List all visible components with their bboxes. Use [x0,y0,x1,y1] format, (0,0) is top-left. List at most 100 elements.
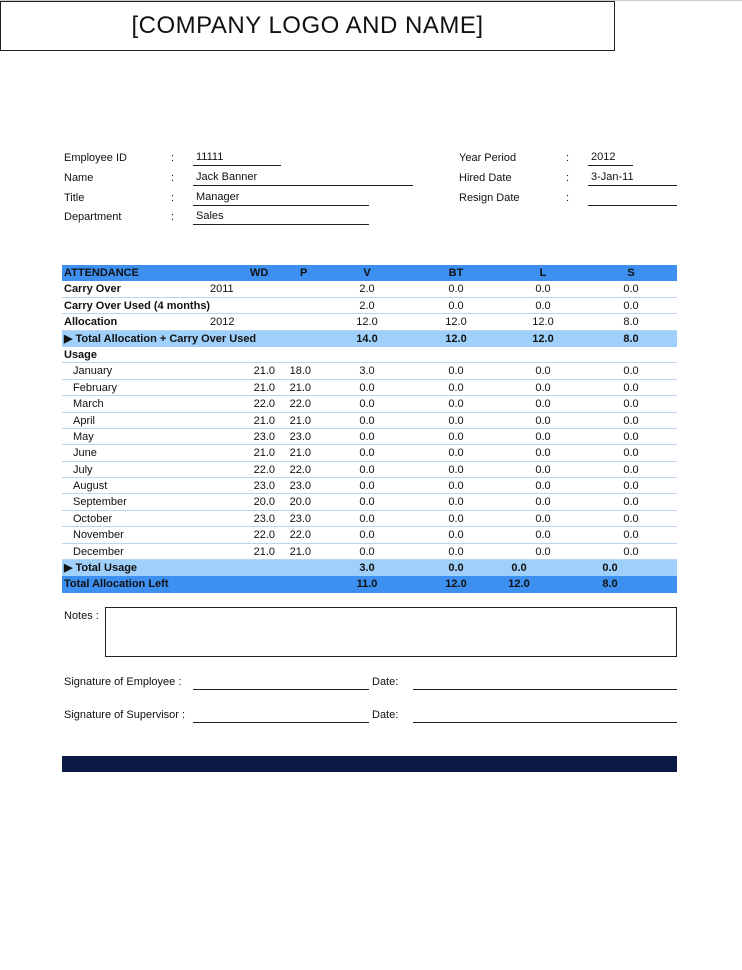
table-row: Carry Over 2011 2.0 0.0 0.0 0.0 [62,281,677,298]
cell-bt: 0.0 [448,447,464,460]
cell-v: 11.0 [356,578,378,591]
table-row: June 21.0 21.0 0.0 0.0 0.0 0.0 [62,445,677,462]
cell-s: 0.0 [623,283,639,296]
cell-label: Allocation [64,316,118,329]
colon: : [566,172,570,184]
company-logo-placeholder: [COMPANY LOGO AND NAME] [0,1,615,51]
cell-s: 8.0 [602,578,618,591]
cell-s: 0.0 [623,414,639,427]
table-row: ▶ Total Usage 3.0 0.0 0.0 0.0 [62,560,677,577]
colon: : [566,152,570,164]
employee-signature-line[interactable] [193,689,369,690]
cell-label: January [73,365,113,378]
cell-wd: 23.0 [253,512,275,525]
cell-label: Carry Over Used (4 months) [64,299,211,312]
year-period-field[interactable]: 2012 [588,151,633,166]
cell-s: 0.0 [623,496,639,509]
cell-l: 0.0 [535,381,551,394]
cell-v: 0.0 [359,512,375,525]
cell-label: August [73,480,108,493]
resign-date-label: Resign Date [459,192,520,204]
resign-date-field[interactable] [588,191,677,206]
cell-s: 0.0 [623,299,639,312]
cell-l: 0.0 [535,447,551,460]
table-row: Allocation 2012 12.0 12.0 12.0 8.0 [62,314,677,331]
department-field[interactable]: Sales [193,210,369,225]
cell-v: 0.0 [359,414,375,427]
cell-bt: 0.0 [448,283,464,296]
cell-s: 8.0 [623,332,639,345]
table-row: August 23.0 23.0 0.0 0.0 0.0 0.0 [62,478,677,495]
notes-label: Notes : [64,610,99,622]
cell-bt: 12.0 [445,578,467,591]
supervisor-signature-line[interactable] [193,722,369,723]
table-row: Carry Over Used (4 months) 2.0 0.0 0.0 0.0 [62,298,677,315]
cell-p: 20.0 [289,496,311,509]
cell-bt: 0.0 [448,512,464,525]
table-row: January 21.0 18.0 3.0 0.0 0.0 0.0 [62,363,677,380]
table-row: Total Allocation Left 11.0 12.0 12.0 8.0 [62,576,677,593]
cell-v: 0.0 [359,430,375,443]
notes-field[interactable] [105,607,677,657]
cell-wd: 22.0 [253,398,275,411]
employee-id-field[interactable]: 11111 [193,151,281,166]
table-row: November 22.0 22.0 0.0 0.0 0.0 0.0 [62,527,677,544]
cell-bt: 0.0 [448,414,464,427]
cell-v: 0.0 [359,480,375,493]
cell-bt: 12.0 [445,332,467,345]
hired-date-field[interactable]: 3-Jan-11 [588,171,677,186]
cell-s: 0.0 [623,398,639,411]
department-label: Department [64,211,122,223]
cell-v: 2.0 [359,299,375,312]
supervisor-date-line[interactable] [413,722,677,723]
cell-l: 0.0 [535,398,551,411]
hired-date-label: Hired Date [459,172,512,184]
title-label: Title [64,192,85,204]
cell-s: 0.0 [623,480,639,493]
cell-bt: 0.0 [448,365,464,378]
cell-label: April [73,414,96,427]
col-bt: BT [448,267,464,279]
cell-label: Carry Over [64,283,121,296]
cell-bt: 0.0 [448,398,464,411]
cell-s: 0.0 [623,381,639,394]
employee-date-line[interactable] [413,689,677,690]
cell-label: ▶ Total Usage [64,562,138,575]
cell-bt: 0.0 [448,480,464,493]
cell-s: 0.0 [623,447,639,460]
cell-l: 0.0 [511,562,527,575]
cell-l: 0.0 [535,545,551,558]
cell-year: 2012 [210,316,235,329]
cell-s: 8.0 [623,316,639,329]
title-field[interactable]: Manager [193,191,369,206]
cell-l: 0.0 [535,299,551,312]
cell-wd: 21.0 [253,381,275,394]
cell-wd: 21.0 [253,414,275,427]
table-row: September 20.0 20.0 0.0 0.0 0.0 0.0 [62,494,677,511]
cell-v: 0.0 [359,463,375,476]
cell-s: 0.0 [623,529,639,542]
cell-p: 21.0 [289,414,311,427]
cell-l: 0.0 [535,414,551,427]
cell-l: 0.0 [535,496,551,509]
cell-v: 0.0 [359,447,375,460]
cell-p: 21.0 [289,447,311,460]
cell-s: 0.0 [602,562,618,575]
cell-bt: 0.0 [448,545,464,558]
table-row: April 21.0 21.0 0.0 0.0 0.0 0.0 [62,413,677,429]
cell-label: March [73,398,104,411]
cell-p: 21.0 [289,381,311,394]
cell-bt: 0.0 [448,496,464,509]
colon: : [171,211,175,223]
table-header: ATTENDANCE WD P V BT L S [62,265,677,282]
cell-l: 0.0 [535,512,551,525]
cell-s: 0.0 [623,365,639,378]
cell-label: Total Allocation Left [64,578,169,591]
cell-wd: 22.0 [253,529,275,542]
name-field[interactable]: Jack Banner [193,171,413,186]
cell-label: November [73,529,124,542]
colon: : [171,152,175,164]
cell-l: 0.0 [535,283,551,296]
colon: : [171,192,175,204]
